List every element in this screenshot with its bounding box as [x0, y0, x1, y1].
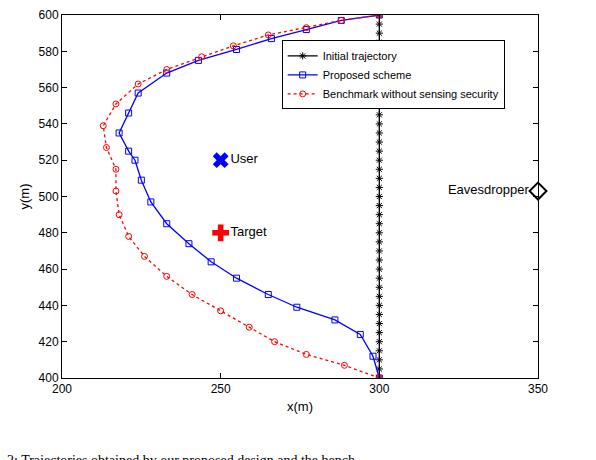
svg-text:540: 540: [39, 117, 59, 131]
svg-text:x(m): x(m): [287, 399, 313, 414]
svg-text:Initial trajectory: Initial trajectory: [323, 50, 397, 62]
svg-text:300: 300: [369, 382, 389, 396]
svg-text:400: 400: [39, 371, 59, 385]
svg-text:200: 200: [52, 382, 72, 396]
svg-text:User: User: [230, 151, 258, 166]
svg-text:440: 440: [39, 299, 59, 313]
svg-text:2: Trajectories obtained by ou: 2: Trajectories obtained by our proposed…: [7, 453, 355, 460]
svg-text:460: 460: [39, 262, 59, 276]
svg-text:Benchmark without sensing secu: Benchmark without sensing security: [323, 88, 499, 100]
svg-text:420: 420: [39, 335, 59, 349]
svg-text:350: 350: [528, 382, 548, 396]
svg-text:Target: Target: [230, 224, 267, 239]
svg-text:580: 580: [39, 45, 59, 59]
svg-text:250: 250: [211, 382, 231, 396]
svg-text:500: 500: [39, 190, 59, 204]
svg-text:Proposed scheme: Proposed scheme: [323, 69, 412, 81]
svg-text:Eavesdropper: Eavesdropper: [448, 182, 530, 197]
svg-text:520: 520: [39, 153, 59, 167]
svg-text:y(m): y(m): [17, 184, 32, 210]
svg-text:560: 560: [39, 81, 59, 95]
svg-text:480: 480: [39, 226, 59, 240]
svg-text:600: 600: [39, 8, 59, 22]
